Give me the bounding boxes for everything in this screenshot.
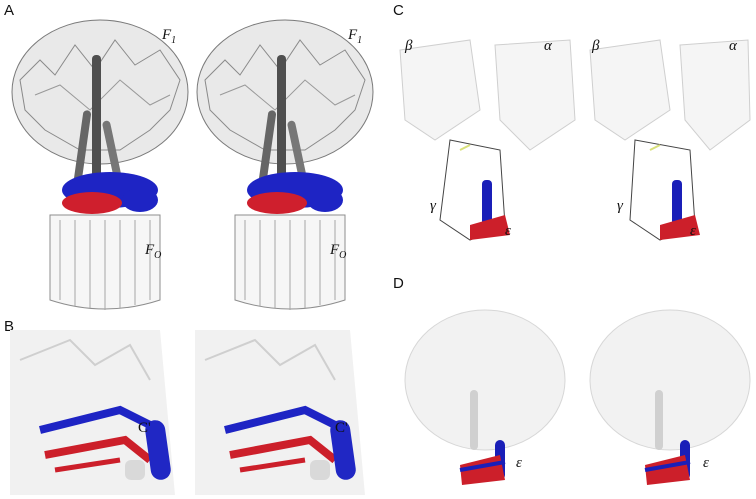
- label-gamma-left: γ: [430, 198, 436, 214]
- label-fo-left: FO: [145, 242, 162, 261]
- label-epsilon-d-right: ε: [703, 455, 709, 471]
- panel-c-left-image: [399, 39, 576, 241]
- panel-letter-b: B: [4, 318, 15, 335]
- label-beta-left: β: [405, 38, 413, 54]
- label-alpha-right: α: [729, 38, 737, 54]
- panel-letter-d: D: [393, 275, 404, 292]
- label-fo-right: FO: [330, 242, 347, 261]
- panel-c-right-image: [589, 39, 751, 241]
- label-epsilon-right: ε: [690, 223, 696, 239]
- label-f1-right: F1: [348, 27, 363, 46]
- panel-a-left-image: [11, 19, 189, 310]
- panel-letter-c: C: [393, 2, 404, 19]
- label-epsilon-d-left: ε: [516, 455, 522, 471]
- label-gamma-right: γ: [617, 198, 623, 214]
- panel-d-left-image: [404, 309, 566, 485]
- panel-a-right-image: [196, 19, 374, 310]
- label-c-terminus-left: C': [138, 420, 151, 436]
- label-f1-left: F1: [162, 27, 177, 46]
- panel-b-left-image: [10, 330, 175, 495]
- label-epsilon-left: ε: [505, 223, 511, 239]
- panel-b-right-image: [195, 330, 365, 495]
- label-alpha-left: α: [544, 38, 552, 54]
- label-c-terminus-right: C': [335, 420, 348, 436]
- label-beta-right: β: [592, 38, 600, 54]
- panel-letter-a: A: [4, 2, 15, 19]
- panel-d-right-image: [589, 309, 751, 485]
